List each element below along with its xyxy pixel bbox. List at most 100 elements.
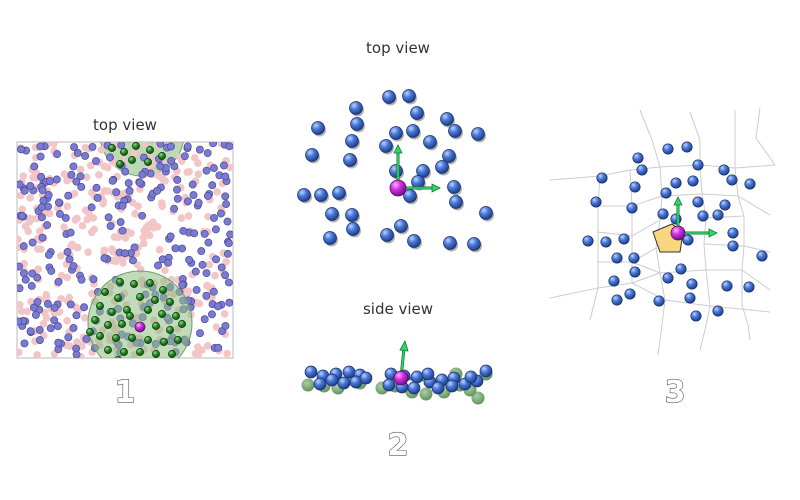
small-blue-atom [136, 179, 143, 186]
small-blue-atom [65, 334, 72, 341]
neighbor-atom-selected [86, 328, 93, 335]
small-blue-atom [201, 316, 208, 323]
small-blue-atom [39, 234, 46, 241]
small-blue-atom [80, 304, 87, 311]
small-blue-atom [37, 153, 44, 160]
small-blue-atom [70, 324, 77, 331]
small-pink-atom [213, 188, 221, 196]
small-blue-atom [15, 318, 22, 325]
neighbor-atom-selected [174, 336, 181, 343]
small-pink-atom [223, 350, 231, 358]
neighbor-atom-selected [166, 298, 173, 305]
small-blue-atom [55, 278, 62, 285]
neighbor-atom [347, 223, 360, 236]
small-blue-atom [101, 255, 108, 262]
small-pink-atom [156, 246, 164, 254]
small-blue-atom [65, 192, 72, 199]
neighbor-atom [663, 144, 673, 154]
small-blue-atom [21, 187, 28, 194]
small-blue-atom [28, 282, 35, 289]
small-blue-atom [164, 259, 171, 266]
neighbor-atom-selected [168, 350, 175, 357]
small-blue-atom [179, 281, 186, 288]
small-blue-atom [209, 140, 216, 147]
small-blue-atom [167, 143, 174, 150]
neighbor-atom [381, 229, 394, 242]
small-blue-atom [73, 312, 80, 319]
neighbor-atom [465, 371, 477, 383]
small-blue-atom [193, 286, 200, 293]
small-blue-atom [209, 182, 216, 189]
small-blue-atom [154, 262, 161, 269]
neighbor-atom-selected [114, 356, 121, 363]
small-blue-atom [47, 325, 54, 332]
neighbor-atom [625, 289, 635, 299]
small-blue-atom [55, 199, 62, 206]
small-pink-atom [104, 187, 112, 195]
neighbor-atom [728, 228, 738, 238]
neighbor-atom-selected [120, 148, 127, 155]
small-blue-atom [30, 304, 37, 311]
center-atom-top-view [390, 180, 406, 196]
neighbor-atom-selected [152, 350, 159, 357]
neighbor-atom [719, 165, 729, 175]
neighbor-atom [720, 200, 730, 210]
small-blue-atom [36, 337, 43, 344]
small-blue-atom [222, 322, 229, 329]
neighbor-atom [757, 251, 767, 261]
neighbor-atom [468, 238, 481, 251]
small-blue-atom [68, 171, 75, 178]
small-blue-atom [208, 311, 215, 318]
ghost-atom [420, 388, 433, 401]
neighbor-atom-selected [158, 310, 165, 317]
small-pink-atom [158, 203, 166, 211]
small-blue-atom [78, 276, 85, 283]
neighbor-atom-selected [91, 316, 98, 323]
small-pink-atom [33, 351, 41, 359]
neighbor-atom [727, 175, 737, 185]
small-pink-atom [34, 245, 42, 253]
neighbor-atom-selected [104, 346, 111, 353]
small-blue-atom [198, 247, 205, 254]
small-blue-atom [224, 250, 231, 257]
small-blue-atom [185, 256, 192, 263]
small-blue-atom [157, 163, 164, 170]
neighbor-atom [407, 125, 420, 138]
small-blue-atom [179, 245, 186, 252]
small-blue-atom [38, 214, 45, 221]
small-blue-atom [93, 184, 100, 191]
small-blue-atom [54, 151, 61, 158]
neighbor-atom-selected [159, 286, 166, 293]
small-blue-atom [192, 268, 199, 275]
neighbor-atom [346, 135, 359, 148]
neighbor-atom [601, 237, 611, 247]
small-blue-atom [217, 210, 224, 217]
small-blue-atom [92, 157, 99, 164]
small-pink-atom [185, 287, 193, 295]
small-blue-atom [70, 143, 77, 150]
small-pink-atom [140, 240, 148, 248]
neighbor-atom [713, 306, 723, 316]
small-pink-atom [101, 246, 109, 254]
small-blue-atom [45, 191, 52, 198]
neighbor-atom-selected [132, 142, 139, 149]
neighbor-atom-selected [96, 302, 103, 309]
neighbor-atom [744, 282, 754, 292]
small-pink-atom [29, 174, 37, 182]
neighbor-atom [441, 113, 454, 126]
small-blue-atom [227, 231, 234, 238]
neighbor-atom-selected [144, 336, 151, 343]
small-pink-atom [81, 314, 89, 322]
neighbor-atom [745, 179, 755, 189]
neighbor-atom [326, 374, 338, 386]
small-blue-atom [205, 239, 212, 246]
panel-1-title: top view [93, 116, 157, 134]
small-blue-atom [119, 227, 126, 234]
neighbor-atom [583, 236, 593, 246]
small-blue-atom [90, 276, 97, 283]
small-blue-atom [39, 187, 46, 194]
small-blue-atom [73, 351, 80, 358]
small-blue-atom [54, 323, 61, 330]
neighbor-atom [728, 241, 738, 251]
